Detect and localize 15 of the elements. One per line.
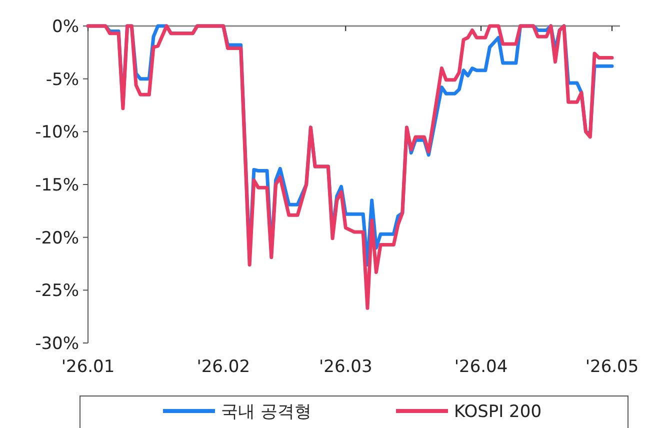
x-tick-label: '26.01 [61,357,115,377]
legend-label: 국내 공격형 [221,402,312,422]
y-tick-label: -20% [35,228,79,248]
x-tick-label: '26.03 [318,357,372,377]
x-tick-label: '26.04 [454,357,508,377]
y-tick-label: -10% [35,122,79,143]
y-tick-label: 0% [52,16,79,37]
x-tick-label: '26.05 [585,357,639,377]
y-tick-label: -25% [35,281,79,302]
line-series [86,24,614,310]
y-tick-label: -30% [35,334,79,354]
x-tick-label: '26.02 [196,357,250,377]
y-tick-label: -5% [46,70,79,90]
y-tick-label: -15% [35,175,79,196]
legend-label: KOSPI 200 [454,402,542,422]
